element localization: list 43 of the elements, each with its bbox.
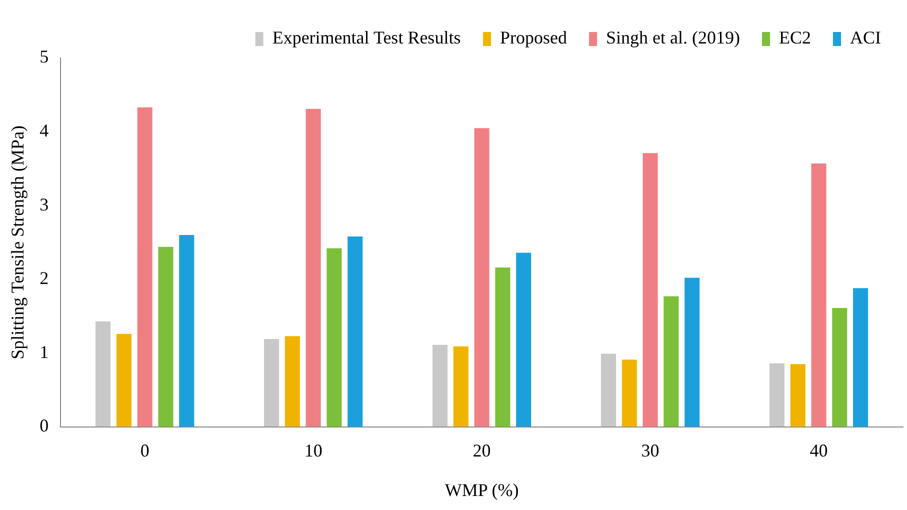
legend-label: EC2 <box>779 28 812 48</box>
bar <box>495 267 510 427</box>
x-tick-label: 30 <box>641 440 660 460</box>
y-tick-label: 4 <box>40 120 49 140</box>
x-tick-label: 20 <box>472 440 491 460</box>
bar <box>769 363 784 427</box>
bar <box>832 308 848 427</box>
bar <box>264 339 280 427</box>
legend-label: Singh et al. (2019) <box>606 28 740 48</box>
bar <box>116 334 132 427</box>
legend-label: Proposed <box>500 28 568 48</box>
y-tick-label: 2 <box>40 268 49 288</box>
y-tick-label: 3 <box>40 194 49 214</box>
bar <box>179 235 194 427</box>
bar <box>326 248 342 427</box>
bar <box>137 107 152 427</box>
bar <box>306 108 321 427</box>
bar <box>284 336 300 427</box>
x-tick-label: 10 <box>304 440 322 460</box>
bar <box>516 252 532 427</box>
legend-label: ACI <box>850 28 882 48</box>
x-axis-title: WMP (%) <box>444 480 519 500</box>
y-tick-label: 5 <box>40 46 49 67</box>
bar <box>348 236 363 427</box>
x-tick-label: 40 <box>810 440 828 460</box>
bar <box>642 153 658 427</box>
bar <box>790 364 806 427</box>
bar <box>664 296 679 427</box>
bar <box>158 246 174 427</box>
bar <box>474 128 490 427</box>
bar <box>811 163 826 427</box>
y-tick-label: 1 <box>40 342 49 362</box>
y-axis-title: Splitting Tensile Strength (MPa) <box>8 125 28 360</box>
bar <box>453 346 468 427</box>
bar <box>853 288 868 427</box>
bar <box>432 344 448 427</box>
y-tick-label: 0 <box>40 416 49 436</box>
bar <box>622 360 637 427</box>
x-tick-label: 0 <box>140 440 150 460</box>
bar <box>600 354 616 427</box>
bar <box>96 321 111 427</box>
legend-label: Experimental Test Results <box>272 28 461 48</box>
bar <box>684 278 700 427</box>
